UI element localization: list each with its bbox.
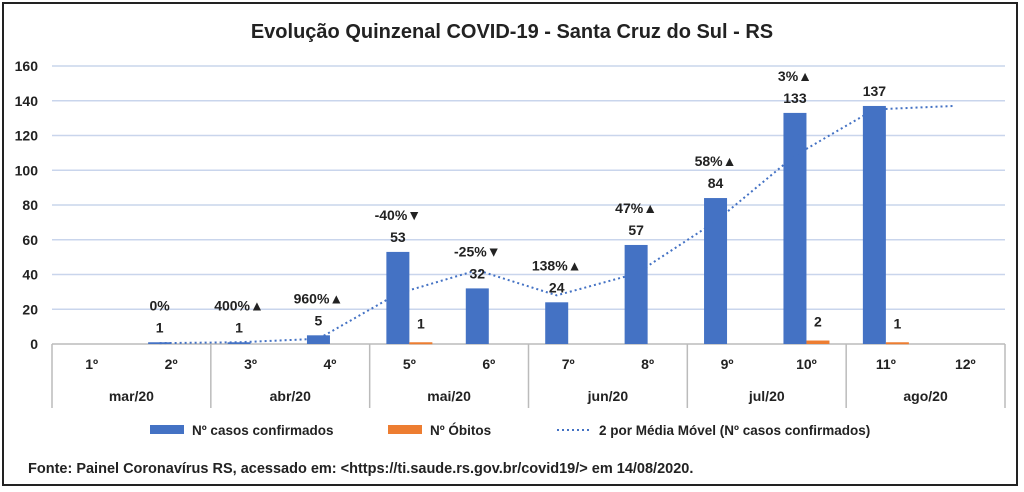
data-label-deaths: 2 <box>814 314 822 330</box>
group-label: abr/20 <box>270 388 311 404</box>
bar-cases <box>465 288 489 344</box>
change-annotation: 400%▲ <box>214 297 264 313</box>
data-label-cases: 53 <box>390 229 406 245</box>
bar-deaths <box>885 342 909 345</box>
bar-cases <box>545 302 569 344</box>
y-tick-label: 140 <box>15 93 39 109</box>
legend-swatch <box>150 425 184 434</box>
change-annotation: 58%▲ <box>695 153 737 169</box>
bar-cases <box>862 105 886 345</box>
bar-cases <box>227 342 251 344</box>
x-tick-label: 5º <box>403 356 416 372</box>
legend-label: 2 por Média Móvel (Nº casos confirmados) <box>599 423 870 438</box>
data-label-deaths: 1 <box>893 315 901 331</box>
change-annotation: -25%▼ <box>454 243 501 259</box>
y-tick-label: 80 <box>22 197 38 213</box>
group-label: ago/20 <box>903 388 948 404</box>
x-tick-label: 1º <box>85 356 98 372</box>
change-annotation: -40%▼ <box>375 207 422 223</box>
data-label-cases: 133 <box>783 90 807 106</box>
data-label-cases: 5 <box>315 312 323 328</box>
change-annotation: 3%▲ <box>778 68 812 84</box>
bar-deaths <box>409 342 433 345</box>
y-tick-label: 160 <box>15 58 39 74</box>
bar-cases <box>704 198 728 344</box>
data-label-cases: 57 <box>628 222 644 238</box>
change-annotation: 0% <box>150 297 171 313</box>
x-tick-label: 6º <box>482 356 495 372</box>
data-label-cases: 32 <box>470 265 486 281</box>
legend-label: Nº casos confirmados <box>192 423 333 438</box>
bar-deaths <box>806 340 830 344</box>
data-label-deaths: 1 <box>417 315 425 331</box>
x-tick-label: 8º <box>641 356 654 372</box>
legend-swatch <box>388 425 422 434</box>
moving-average-line <box>159 104 954 345</box>
x-tick-label: 10º <box>796 356 817 372</box>
data-label-cases: 24 <box>549 279 565 295</box>
y-tick-label: 0 <box>30 336 38 352</box>
bar-cases <box>386 251 410 344</box>
y-tick-label: 40 <box>22 267 38 283</box>
data-label-cases: 137 <box>863 83 887 99</box>
x-tick-label: 7º <box>562 356 575 372</box>
bar-cases <box>624 244 648 344</box>
bar-cases <box>783 112 807 344</box>
data-label-cases: 1 <box>235 319 243 335</box>
group-label: mar/20 <box>109 388 154 404</box>
x-tick-label: 4º <box>324 356 337 372</box>
y-tick-label: 60 <box>22 232 38 248</box>
change-annotation: 138%▲ <box>532 257 582 273</box>
change-annotation: 960%▲ <box>294 290 344 306</box>
data-label-cases: 1 <box>156 319 164 335</box>
x-tick-label: 2º <box>165 356 178 372</box>
y-tick-label: 20 <box>22 301 38 317</box>
x-tick-label: 11º <box>876 356 896 372</box>
chart-title: Evolução Quinzenal COVID-19 - Santa Cruz… <box>251 21 773 43</box>
x-tick-label: 3º <box>244 356 257 372</box>
legend-label: Nº Óbitos <box>430 423 491 438</box>
y-tick-label: 100 <box>15 162 39 178</box>
y-tick-label: 120 <box>15 128 39 144</box>
bar-cases <box>306 335 330 344</box>
x-tick-label: 9º <box>721 356 734 372</box>
group-label: jul/20 <box>748 388 785 404</box>
change-annotation: 47%▲ <box>615 200 657 216</box>
footer-source: Fonte: Painel Coronavírus RS, acessado e… <box>28 461 693 477</box>
group-label: jun/20 <box>587 388 629 404</box>
group-label: mai/20 <box>427 388 471 404</box>
data-label-cases: 84 <box>708 175 724 191</box>
chart-frame <box>2 2 1018 486</box>
x-tick-label: 12º <box>955 356 976 372</box>
